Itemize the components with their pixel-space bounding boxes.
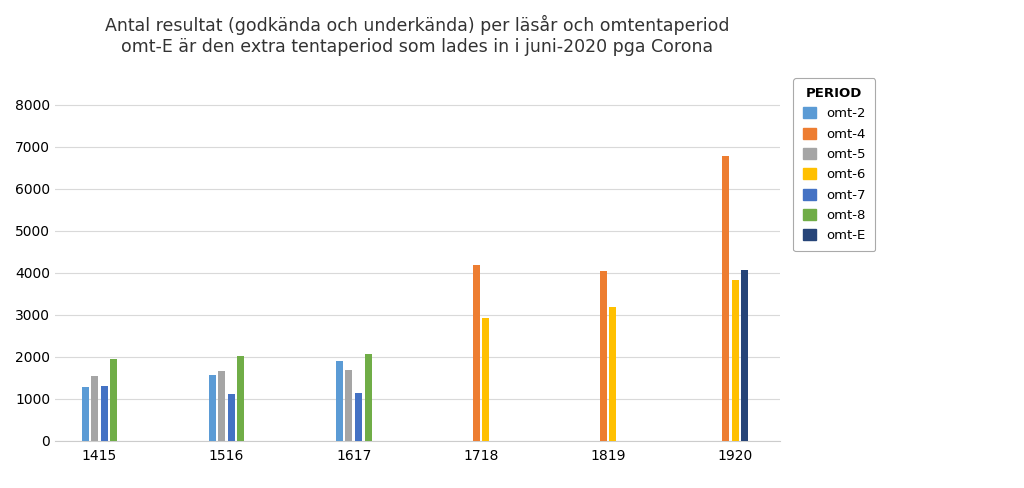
Bar — [482, 318, 489, 441]
Bar — [355, 393, 362, 441]
Bar — [336, 361, 343, 441]
Bar — [209, 375, 216, 441]
Bar — [238, 356, 245, 441]
Bar — [473, 265, 479, 441]
Bar — [731, 281, 738, 441]
Bar — [722, 156, 729, 441]
Bar — [228, 394, 234, 441]
Bar — [91, 376, 98, 441]
Legend: omt-2, omt-4, omt-5, omt-6, omt-7, omt-8, omt-E: omt-2, omt-4, omt-5, omt-6, omt-7, omt-8… — [794, 78, 876, 251]
Bar — [600, 271, 607, 441]
Bar — [100, 386, 108, 441]
Bar — [111, 360, 118, 441]
Bar — [741, 270, 749, 441]
Bar — [82, 386, 89, 441]
Bar — [609, 306, 616, 441]
Bar — [365, 354, 372, 441]
Title: Antal resultat (godkända och underkända) per läsår och omtentaperiod
omt-E är de: Antal resultat (godkända och underkända)… — [105, 15, 729, 56]
Bar — [218, 371, 225, 441]
Bar — [345, 369, 352, 441]
